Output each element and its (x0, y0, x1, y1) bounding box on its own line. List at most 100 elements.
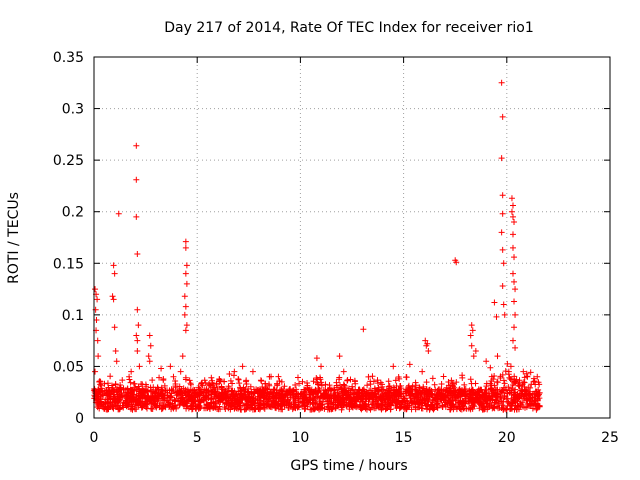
data-point (366, 387, 373, 394)
data-point (260, 398, 267, 405)
data-point (109, 404, 116, 411)
data-point (243, 380, 250, 387)
data-point (493, 313, 500, 320)
data-point (468, 342, 475, 349)
data-point (476, 405, 483, 412)
data-point (198, 381, 205, 388)
data-point (331, 386, 338, 393)
data-point (504, 360, 511, 367)
data-point (326, 382, 333, 389)
data-point (98, 401, 105, 408)
data-point (468, 380, 475, 387)
data-point (260, 391, 267, 398)
data-point (303, 399, 310, 406)
data-point (406, 361, 413, 368)
data-point (425, 397, 432, 404)
data-point (200, 392, 207, 399)
data-point (177, 391, 184, 398)
data-point (515, 382, 522, 389)
data-point (209, 379, 216, 386)
data-point (403, 374, 410, 381)
data-point (172, 378, 179, 385)
data-point (176, 402, 183, 409)
data-point (204, 392, 211, 399)
data-point (499, 402, 506, 409)
data-point (518, 390, 525, 397)
data-point (326, 395, 333, 402)
data-point (127, 379, 134, 386)
data-point (236, 384, 243, 391)
data-point (372, 388, 379, 395)
data-point (273, 380, 280, 387)
data-point (517, 400, 524, 407)
data-point (208, 374, 215, 381)
data-point (499, 371, 506, 378)
data-point (258, 377, 265, 384)
data-point (325, 387, 332, 394)
data-point (429, 375, 436, 382)
data-point (196, 391, 203, 398)
data-point (511, 278, 518, 285)
data-point (392, 389, 399, 396)
data-point (167, 393, 174, 400)
data-point (236, 380, 243, 387)
data-point (303, 386, 310, 393)
data-point (106, 387, 113, 394)
data-point (377, 404, 384, 411)
data-point (134, 347, 141, 354)
data-point (436, 393, 443, 400)
data-point (315, 381, 322, 388)
data-point (344, 394, 351, 401)
data-point (509, 337, 516, 344)
data-point (136, 363, 143, 370)
data-point (195, 404, 202, 411)
data-point (294, 404, 301, 411)
data-point (107, 395, 114, 402)
data-point (104, 392, 111, 399)
data-point (366, 395, 373, 402)
data-point (499, 210, 506, 217)
data-point (498, 395, 505, 402)
data-point (147, 342, 154, 349)
data-point (336, 376, 343, 383)
data-point (368, 392, 375, 399)
data-point (535, 392, 542, 399)
data-point (460, 398, 467, 405)
data-point (249, 395, 256, 402)
data-point (487, 395, 494, 402)
data-point (204, 401, 211, 408)
data-point (164, 392, 171, 399)
data-point (275, 373, 282, 380)
data-point (442, 403, 449, 410)
data-point (349, 383, 356, 390)
data-point (205, 380, 212, 387)
data-point (483, 399, 490, 406)
y-axis-label: ROTI / TECUs (6, 192, 22, 284)
data-point (246, 405, 253, 412)
data-point (500, 377, 507, 384)
x-axis-label: GPS time / hours (290, 458, 407, 474)
data-point (292, 393, 299, 400)
data-point (211, 402, 218, 409)
axis-ticks (93, 56, 611, 419)
data-point (384, 395, 391, 402)
data-point (283, 388, 290, 395)
data-point (509, 231, 516, 238)
data-point (95, 353, 102, 360)
data-point (230, 372, 237, 379)
data-point (509, 202, 516, 209)
data-point (318, 379, 325, 386)
data-point (386, 392, 393, 399)
data-point (101, 380, 108, 387)
data-point (111, 324, 118, 331)
data-point (162, 404, 169, 411)
data-point (133, 213, 140, 220)
data-point (345, 385, 352, 392)
data-point (359, 387, 366, 394)
data-point (114, 402, 121, 409)
data-point (222, 387, 229, 394)
data-point (509, 244, 516, 251)
data-point (439, 402, 446, 409)
data-point (420, 383, 427, 390)
data-point (299, 378, 306, 385)
